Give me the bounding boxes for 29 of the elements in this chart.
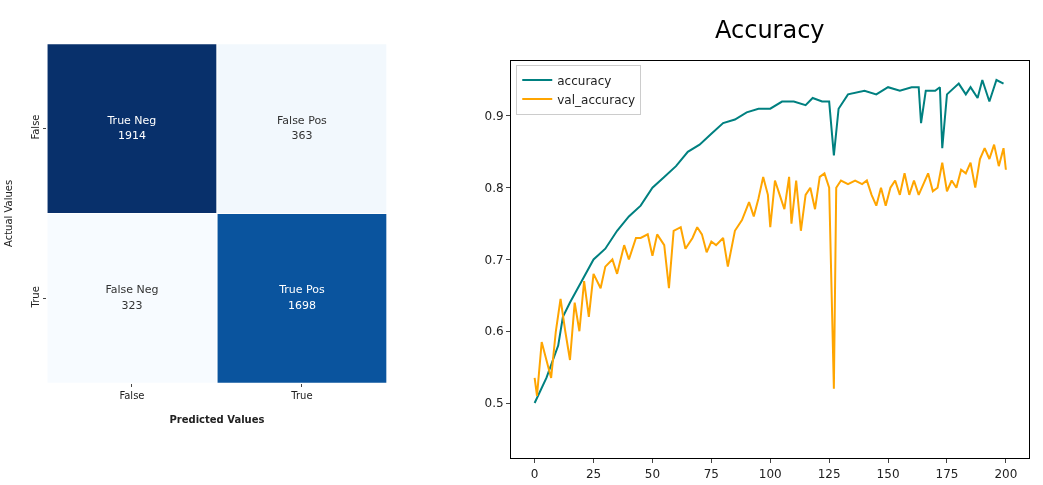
data-label: 1698 (287, 298, 316, 312)
y-tick-label: 0.6 (484, 324, 504, 339)
y-tick-label: 0.8 (484, 180, 504, 195)
annotation: False Neg (105, 283, 159, 297)
x-tick-label: 100 (758, 466, 782, 481)
x-tick-label: 25 (585, 466, 602, 481)
x-tick-label: 150 (876, 466, 900, 481)
x-axis-title: Predicted Values (169, 413, 265, 425)
x-tick-label: 200 (994, 466, 1018, 481)
x-tick-label: 0 (530, 466, 539, 481)
x-tick-label: 125 (817, 466, 841, 481)
chart-title: Accuracy (715, 16, 825, 44)
line-series (533, 79, 1005, 405)
data-label: 363 (291, 128, 313, 142)
y-tick-label: 0.5 (484, 396, 504, 411)
y-axis-title: Actual Values (2, 179, 14, 247)
annotation: True Neg (106, 113, 157, 127)
x-tick-label: 75 (703, 466, 719, 481)
x-tick-label: 50 (644, 466, 661, 481)
legend-label: accuracy (557, 73, 612, 88)
line-series (533, 143, 1007, 397)
x-tick-label: 175 (935, 466, 959, 481)
annotation: False Pos (277, 113, 328, 127)
legend-label: val_accuracy (557, 92, 636, 107)
annotation: True Pos (278, 283, 325, 297)
y-tick-label: 0.7 (484, 252, 504, 267)
data-label: 1914 (117, 128, 146, 142)
data-label: 323 (121, 298, 143, 312)
y-tick-label: 0.9 (484, 109, 504, 124)
